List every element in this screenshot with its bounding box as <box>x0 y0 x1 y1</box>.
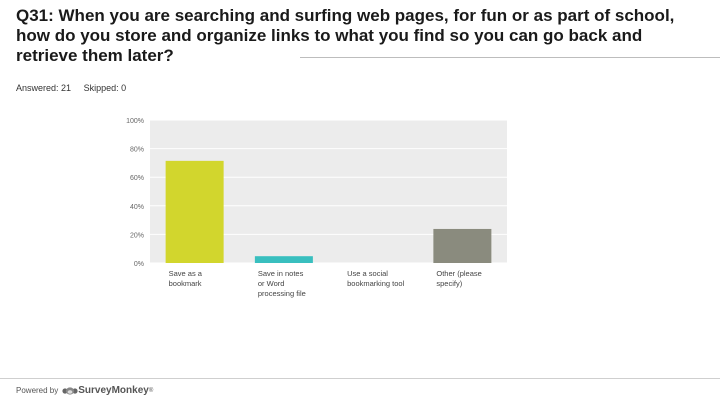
x-category-label: Use a social bookmarking tool <box>347 269 404 288</box>
y-tick-label: 60% <box>130 175 144 182</box>
y-tick-label: 20% <box>130 232 144 239</box>
x-category-label: Other (please specify) <box>436 269 481 288</box>
y-tick-label: 80% <box>130 147 144 154</box>
x-category-label: Save as a bookmark <box>169 269 203 288</box>
title-divider <box>300 57 720 58</box>
skipped-count: Skipped: 0 <box>83 83 127 93</box>
bar <box>433 228 492 263</box>
footer: Powered by SurveyMonkey ® <box>16 385 153 396</box>
y-tick-label: 0% <box>134 261 144 268</box>
y-tick-label: 100% <box>126 118 144 125</box>
powered-by-label: Powered by <box>16 386 59 395</box>
y-tick-label: 40% <box>130 204 144 211</box>
registered-mark: ® <box>148 387 154 394</box>
x-category-label: Save in notes or Word processing file <box>258 269 306 298</box>
surveymonkey-logo-icon <box>62 386 78 395</box>
footer-divider <box>0 378 720 379</box>
question-title: Q31: When you are searching and surfing … <box>16 6 675 65</box>
bar <box>254 256 313 263</box>
surveymonkey-logo[interactable]: SurveyMonkey ® <box>62 385 153 396</box>
bar <box>165 160 224 263</box>
y-axis-ticks: 0% 20% 40% 60% 80% 100% <box>126 118 144 268</box>
brand-name: SurveyMonkey <box>78 385 149 396</box>
answered-count: Answered: 21 <box>16 83 72 93</box>
response-stats: Answered: 21 Skipped: 0 <box>16 83 136 93</box>
bars <box>165 160 492 263</box>
x-axis-labels: Save as a bookmark Save in notes or Word pro… <box>169 269 482 298</box>
